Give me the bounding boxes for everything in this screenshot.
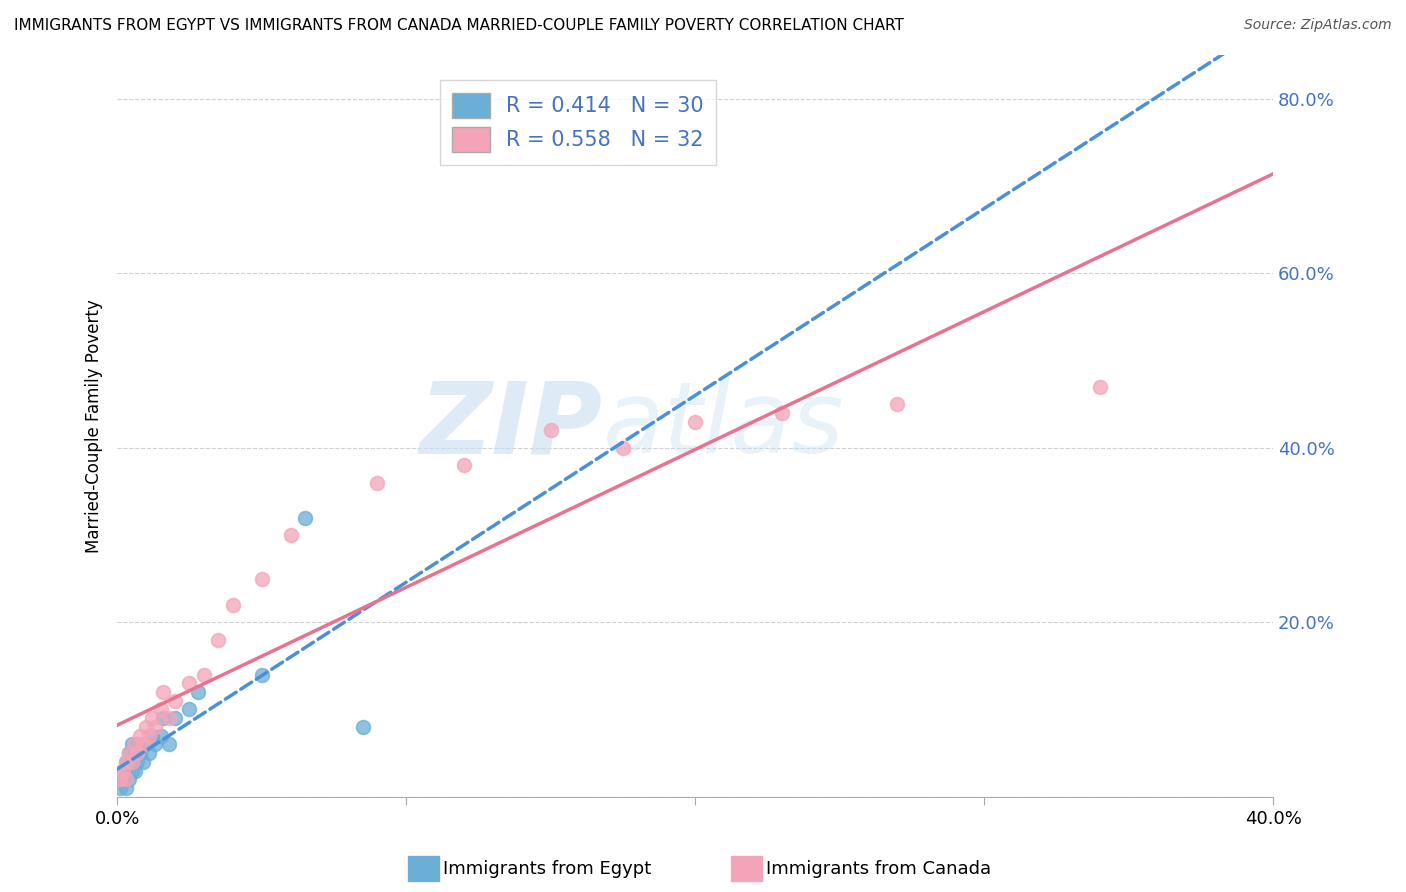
Point [163, 711, 186, 725]
Point [163, 694, 186, 708]
Point [540, 423, 562, 437]
Point [127, 746, 149, 760]
Point [366, 475, 388, 490]
Point [886, 397, 908, 411]
Point [121, 755, 143, 769]
Point [138, 729, 160, 743]
Point [152, 711, 174, 725]
Point [121, 755, 143, 769]
Point [111, 772, 134, 787]
Point [770, 406, 793, 420]
Point [132, 738, 155, 752]
Point [152, 685, 174, 699]
Point [129, 746, 152, 760]
Point [115, 780, 138, 795]
Point [250, 667, 273, 681]
Text: atlas: atlas [603, 377, 844, 475]
Text: Source: ZipAtlas.com: Source: ZipAtlas.com [1244, 18, 1392, 32]
Point [115, 755, 138, 769]
Y-axis label: Married-Couple Family Poverty: Married-Couple Family Poverty [86, 299, 103, 553]
Point [111, 764, 134, 778]
Point [250, 572, 273, 586]
Point [127, 755, 149, 769]
Point [157, 738, 180, 752]
Text: Immigrants from Egypt: Immigrants from Egypt [443, 860, 651, 878]
Point [115, 772, 138, 787]
Point [124, 738, 146, 752]
Text: ZIP: ZIP [419, 377, 603, 475]
Point [108, 780, 131, 795]
Point [141, 729, 163, 743]
Point [135, 720, 157, 734]
Point [207, 632, 229, 647]
Point [118, 746, 141, 760]
Point [294, 510, 316, 524]
Point [132, 755, 155, 769]
Point [143, 720, 166, 734]
Point [352, 720, 374, 734]
Point [280, 528, 302, 542]
Point [111, 764, 134, 778]
Point [129, 729, 152, 743]
Point [683, 415, 706, 429]
Legend: R = 0.414   N = 30, R = 0.558   N = 32: R = 0.414 N = 30, R = 0.558 N = 32 [440, 80, 717, 164]
Point [108, 772, 131, 787]
Point [149, 702, 172, 716]
Text: Immigrants from Canada: Immigrants from Canada [766, 860, 991, 878]
Point [121, 738, 143, 752]
Point [222, 598, 245, 612]
Point [118, 746, 141, 760]
Point [157, 711, 180, 725]
Text: IMMIGRANTS FROM EGYPT VS IMMIGRANTS FROM CANADA MARRIED-COUPLE FAMILY POVERTY CO: IMMIGRANTS FROM EGYPT VS IMMIGRANTS FROM… [14, 18, 904, 33]
Point [179, 676, 201, 690]
Point [187, 685, 209, 699]
Point [143, 738, 166, 752]
Point [121, 764, 143, 778]
Point [141, 711, 163, 725]
Point [135, 738, 157, 752]
Point [612, 441, 634, 455]
Point [118, 772, 141, 787]
Point [453, 458, 475, 473]
Point [138, 746, 160, 760]
Point [124, 746, 146, 760]
Point [115, 755, 138, 769]
Point [124, 764, 146, 778]
Point [127, 738, 149, 752]
Point [1088, 379, 1111, 393]
Point [179, 702, 201, 716]
Point [115, 772, 138, 787]
Point [193, 667, 215, 681]
Point [149, 729, 172, 743]
